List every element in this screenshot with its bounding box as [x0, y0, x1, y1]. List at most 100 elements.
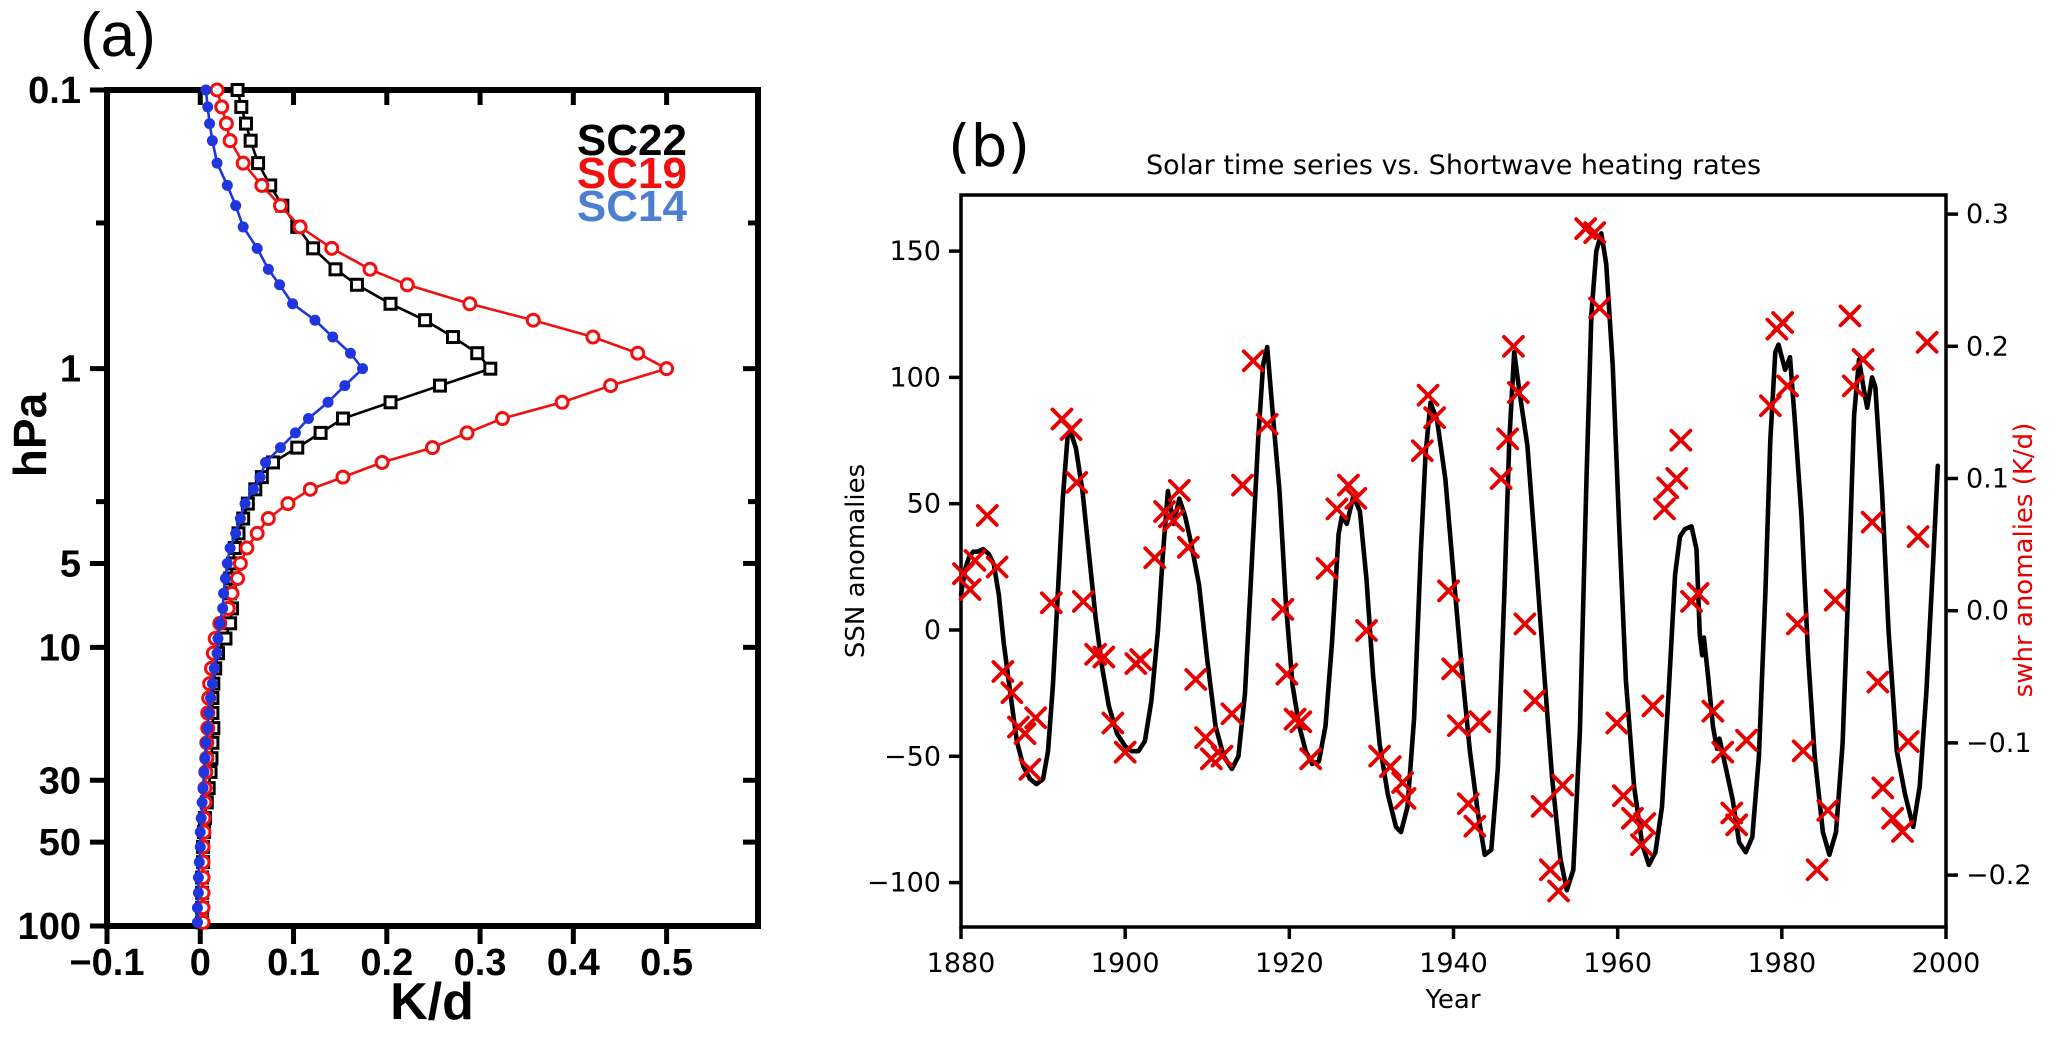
sc14-marker	[202, 101, 214, 113]
swhr-anomaly-marker	[1337, 473, 1360, 497]
swhr-anomaly-marker	[1851, 348, 1875, 371]
sc14-marker	[204, 118, 216, 130]
swhr-anomaly-marker	[1583, 221, 1607, 245]
swhr-anomaly-marker	[1701, 699, 1725, 723]
sc14-marker	[237, 221, 249, 233]
swhr-anomaly-marker	[1355, 619, 1378, 642]
swhr-anomaly-marker	[1588, 296, 1612, 320]
swhr-anomaly-marker	[1289, 710, 1313, 734]
swhr-anomaly-marker	[1129, 648, 1153, 672]
sc19-marker	[209, 82, 225, 98]
swhr-anomaly-marker	[1758, 394, 1782, 418]
sc22-marker	[349, 277, 364, 292]
sc14-marker	[327, 331, 339, 343]
sc19-marker	[630, 345, 646, 361]
sc22-marker	[238, 116, 253, 131]
swhr-anomaly-marker	[1530, 794, 1554, 818]
swhr-anomaly-marker	[1393, 787, 1417, 810]
swhr-anomaly-marker	[1891, 820, 1914, 843]
sc22-marker	[335, 411, 350, 426]
sc14-marker	[262, 263, 274, 275]
panel-b-x-tick-label: 1920	[1255, 948, 1324, 979]
swhr-anomaly-marker	[1881, 806, 1905, 830]
panel-b-right-tick-label: 0.3	[1966, 199, 2009, 230]
sc14-marker	[230, 200, 242, 212]
sc14-marker	[198, 766, 210, 778]
swhr-anomaly-marker	[1860, 510, 1884, 534]
sc14-marker	[194, 826, 206, 838]
swhr-anomaly-marker	[1092, 645, 1116, 669]
sc19-marker	[425, 440, 440, 456]
sc22-marker	[432, 378, 447, 393]
swhr-anomaly-marker	[1220, 702, 1244, 726]
panel-a-x-tick-label: −0.1	[69, 942, 144, 984]
sc19-marker	[232, 555, 248, 571]
panel-a-y-tick-label: 100	[18, 906, 81, 948]
swhr-anomaly-marker	[1231, 473, 1254, 497]
swhr-anomaly-marker	[1538, 858, 1562, 882]
sc19-marker	[659, 361, 675, 377]
panel-a-x-tick-label: 0	[190, 942, 211, 984]
panel-b-right-tick-label: 0.2	[1966, 331, 2009, 362]
panel-b-left-tick-label: 100	[889, 362, 941, 393]
swhr-anomaly-marker	[1378, 755, 1402, 779]
swhr-anomaly-marker	[1176, 535, 1200, 559]
panel-b-left-tick-label: 0	[924, 615, 941, 646]
sc19-marker	[230, 570, 246, 586]
sc22-marker	[483, 361, 498, 376]
sc14-marker	[221, 557, 233, 569]
swhr-anomaly-marker	[1791, 739, 1815, 763]
sc14-marker	[339, 380, 351, 392]
sc14-marker	[191, 916, 203, 928]
swhr-anomaly-marker	[1523, 689, 1547, 712]
panel-a-x-axis-title: K/d	[390, 973, 474, 1031]
swhr-anomaly-marker	[1101, 711, 1125, 735]
swhr-anomaly-marker	[1496, 427, 1520, 451]
sc14-marker	[211, 157, 223, 169]
swhr-anomaly-marker	[1143, 546, 1167, 570]
swhr-anomaly-marker	[1441, 657, 1465, 681]
panel-b-right-tick-label: −0.1	[1966, 728, 2032, 759]
sc19-marker	[585, 329, 601, 345]
swhr-anomaly-marker	[1065, 471, 1089, 494]
sc19-marker	[239, 540, 255, 556]
sc22-marker	[243, 133, 258, 148]
sc19-marker	[399, 277, 415, 293]
sc14-marker	[230, 527, 242, 539]
sc14-marker	[202, 722, 214, 734]
swhr-anomaly-marker	[1720, 801, 1744, 825]
swhr-anomaly-marker	[1447, 714, 1470, 738]
swhr-anomaly-marker	[1162, 509, 1185, 533]
sc19-marker	[222, 133, 238, 149]
sc14-marker	[191, 902, 203, 914]
sc14-marker	[234, 513, 246, 525]
swhr-anomaly-marker	[1255, 412, 1279, 436]
panel-a-y-axis-title: hPa	[4, 392, 56, 478]
swhr-anomaly-marker	[1612, 784, 1635, 808]
sc14-marker	[211, 647, 223, 659]
sc14-marker	[357, 363, 369, 375]
sc14-marker	[192, 872, 204, 884]
sc14-marker	[287, 298, 299, 310]
sc14-marker	[193, 856, 205, 868]
sc19-marker	[494, 411, 510, 427]
panel-b-x-axis-title: Year	[1425, 985, 1481, 1015]
sc14-marker	[194, 841, 206, 853]
panel-b-x-tick-label: 1960	[1583, 948, 1652, 979]
sc22-marker	[470, 346, 485, 361]
sc14-marker	[200, 737, 212, 749]
sc22-marker	[290, 440, 305, 455]
panel-b-left-tick-label: −100	[867, 868, 941, 899]
sc19-marker	[254, 177, 270, 193]
panel-b-x-tick-label: 1980	[1747, 948, 1816, 979]
swhr-anomaly-marker	[1805, 858, 1829, 882]
panel-a-x-tick-label: 0.2	[360, 942, 413, 984]
sc19-marker	[603, 378, 619, 394]
swhr-anomaly-marker	[1410, 439, 1434, 463]
swhr-anomaly-marker	[1463, 814, 1487, 838]
sc19-marker	[324, 240, 340, 256]
panel-a-plot-box	[104, 87, 761, 929]
swhr-anomaly-marker	[1816, 798, 1840, 822]
sc14-marker	[289, 427, 301, 439]
